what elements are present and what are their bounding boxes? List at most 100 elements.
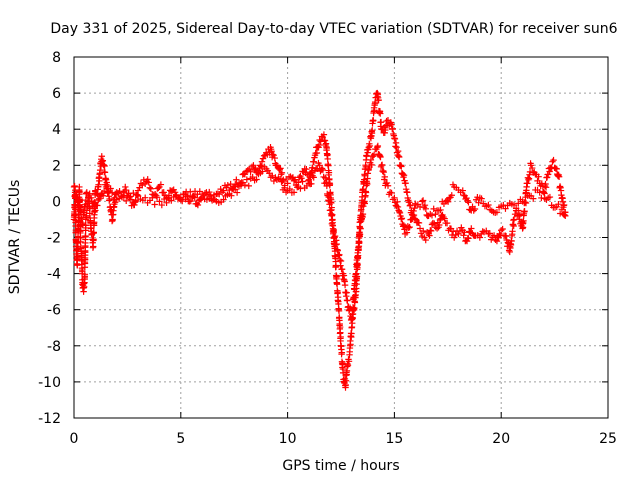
data-point-secondary bbox=[310, 174, 317, 181]
data-point bbox=[145, 179, 152, 186]
data-point-secondary bbox=[411, 200, 419, 207]
data-point bbox=[452, 231, 459, 239]
data-point-secondary bbox=[316, 162, 323, 169]
data-point-secondary bbox=[388, 189, 395, 197]
data-point bbox=[257, 162, 264, 169]
data-point-secondary bbox=[156, 198, 163, 205]
data-point bbox=[201, 189, 209, 197]
data-point-secondary bbox=[341, 281, 349, 289]
data-point bbox=[90, 229, 97, 236]
data-point-secondary bbox=[102, 183, 110, 191]
data-point-secondary bbox=[259, 168, 266, 175]
data-point bbox=[476, 234, 484, 241]
data-point bbox=[465, 235, 472, 242]
data-point bbox=[468, 225, 475, 232]
data-point-secondary bbox=[522, 199, 530, 207]
data-point-secondary bbox=[391, 194, 398, 201]
data-point bbox=[510, 216, 518, 223]
data-point-secondary bbox=[405, 224, 412, 232]
data-point-secondary bbox=[536, 189, 543, 196]
data-point-secondary bbox=[228, 192, 235, 199]
data-point bbox=[77, 234, 84, 242]
data-point bbox=[147, 185, 155, 192]
data-point bbox=[542, 184, 550, 191]
data-point bbox=[90, 243, 97, 250]
data-point bbox=[320, 131, 328, 138]
data-point-secondary bbox=[357, 225, 364, 232]
data-point-secondary bbox=[374, 142, 382, 150]
y-tick-label: -4 bbox=[47, 267, 61, 283]
data-point-secondary bbox=[333, 240, 340, 248]
data-point-secondary bbox=[220, 196, 227, 203]
data-point bbox=[386, 120, 394, 127]
data-point bbox=[244, 167, 251, 174]
data-point bbox=[420, 227, 427, 235]
data-point bbox=[388, 121, 395, 128]
data-point bbox=[436, 221, 443, 229]
data-point bbox=[277, 165, 284, 172]
data-point bbox=[155, 184, 162, 192]
data-point-secondary bbox=[72, 186, 79, 194]
data-point-secondary bbox=[485, 201, 492, 209]
data-point bbox=[134, 191, 141, 199]
data-point-secondary bbox=[410, 211, 418, 219]
data-point-secondary bbox=[556, 210, 564, 217]
data-point-secondary bbox=[322, 174, 329, 182]
data-point-secondary bbox=[206, 188, 213, 196]
data-point-secondary bbox=[241, 181, 249, 189]
data-point-secondary bbox=[233, 189, 241, 196]
data-point bbox=[499, 225, 506, 233]
data-point bbox=[317, 138, 324, 145]
data-point bbox=[313, 149, 321, 157]
data-point bbox=[241, 171, 249, 178]
data-point bbox=[217, 185, 224, 193]
data-point-secondary bbox=[108, 189, 116, 196]
data-point bbox=[549, 158, 556, 165]
data-point-secondary bbox=[460, 191, 467, 199]
y-tick-label: 4 bbox=[52, 122, 61, 138]
data-point-secondary bbox=[210, 191, 218, 199]
data-point-secondary bbox=[394, 198, 401, 206]
y-tick-label: 0 bbox=[52, 194, 61, 210]
data-point-secondary bbox=[208, 195, 215, 203]
data-point bbox=[521, 207, 528, 215]
data-point-secondary bbox=[281, 184, 288, 191]
data-point-secondary bbox=[127, 196, 135, 203]
data-point bbox=[370, 117, 377, 124]
data-point-secondary bbox=[546, 193, 554, 201]
data-point-secondary bbox=[437, 206, 444, 214]
data-point-secondary bbox=[198, 190, 206, 198]
data-point-secondary bbox=[362, 189, 370, 196]
data-point-secondary bbox=[160, 195, 168, 203]
data-point-secondary bbox=[419, 197, 427, 204]
data-point bbox=[268, 148, 275, 155]
data-point bbox=[291, 176, 299, 183]
data-point-secondary bbox=[398, 215, 405, 223]
data-point-secondary bbox=[243, 176, 251, 183]
data-point bbox=[157, 181, 165, 188]
data-point bbox=[377, 110, 384, 117]
data-point-secondary bbox=[562, 209, 569, 216]
data-point-secondary bbox=[444, 198, 452, 205]
data-point bbox=[560, 201, 568, 209]
data-point bbox=[498, 227, 505, 234]
data-point-secondary bbox=[182, 196, 189, 203]
data-point-secondary bbox=[475, 199, 482, 206]
data-point bbox=[416, 225, 424, 232]
data-point bbox=[122, 183, 129, 191]
data-point bbox=[298, 175, 305, 182]
data-point-secondary bbox=[130, 189, 137, 197]
data-point bbox=[96, 177, 103, 185]
data-point-secondary bbox=[343, 289, 350, 296]
data-point bbox=[259, 155, 267, 162]
data-point-secondary bbox=[384, 182, 392, 189]
data-point bbox=[460, 232, 467, 239]
data-point bbox=[93, 190, 100, 197]
data-point-secondary bbox=[158, 201, 166, 209]
data-point bbox=[278, 169, 286, 176]
data-point-secondary bbox=[132, 197, 139, 204]
data-point bbox=[433, 225, 441, 232]
y-tick-labels: 8 6 4 2 0 -2 -4 -6 -8 -10 -12 bbox=[38, 50, 61, 427]
data-point bbox=[139, 181, 146, 189]
data-point-secondary bbox=[83, 189, 91, 196]
